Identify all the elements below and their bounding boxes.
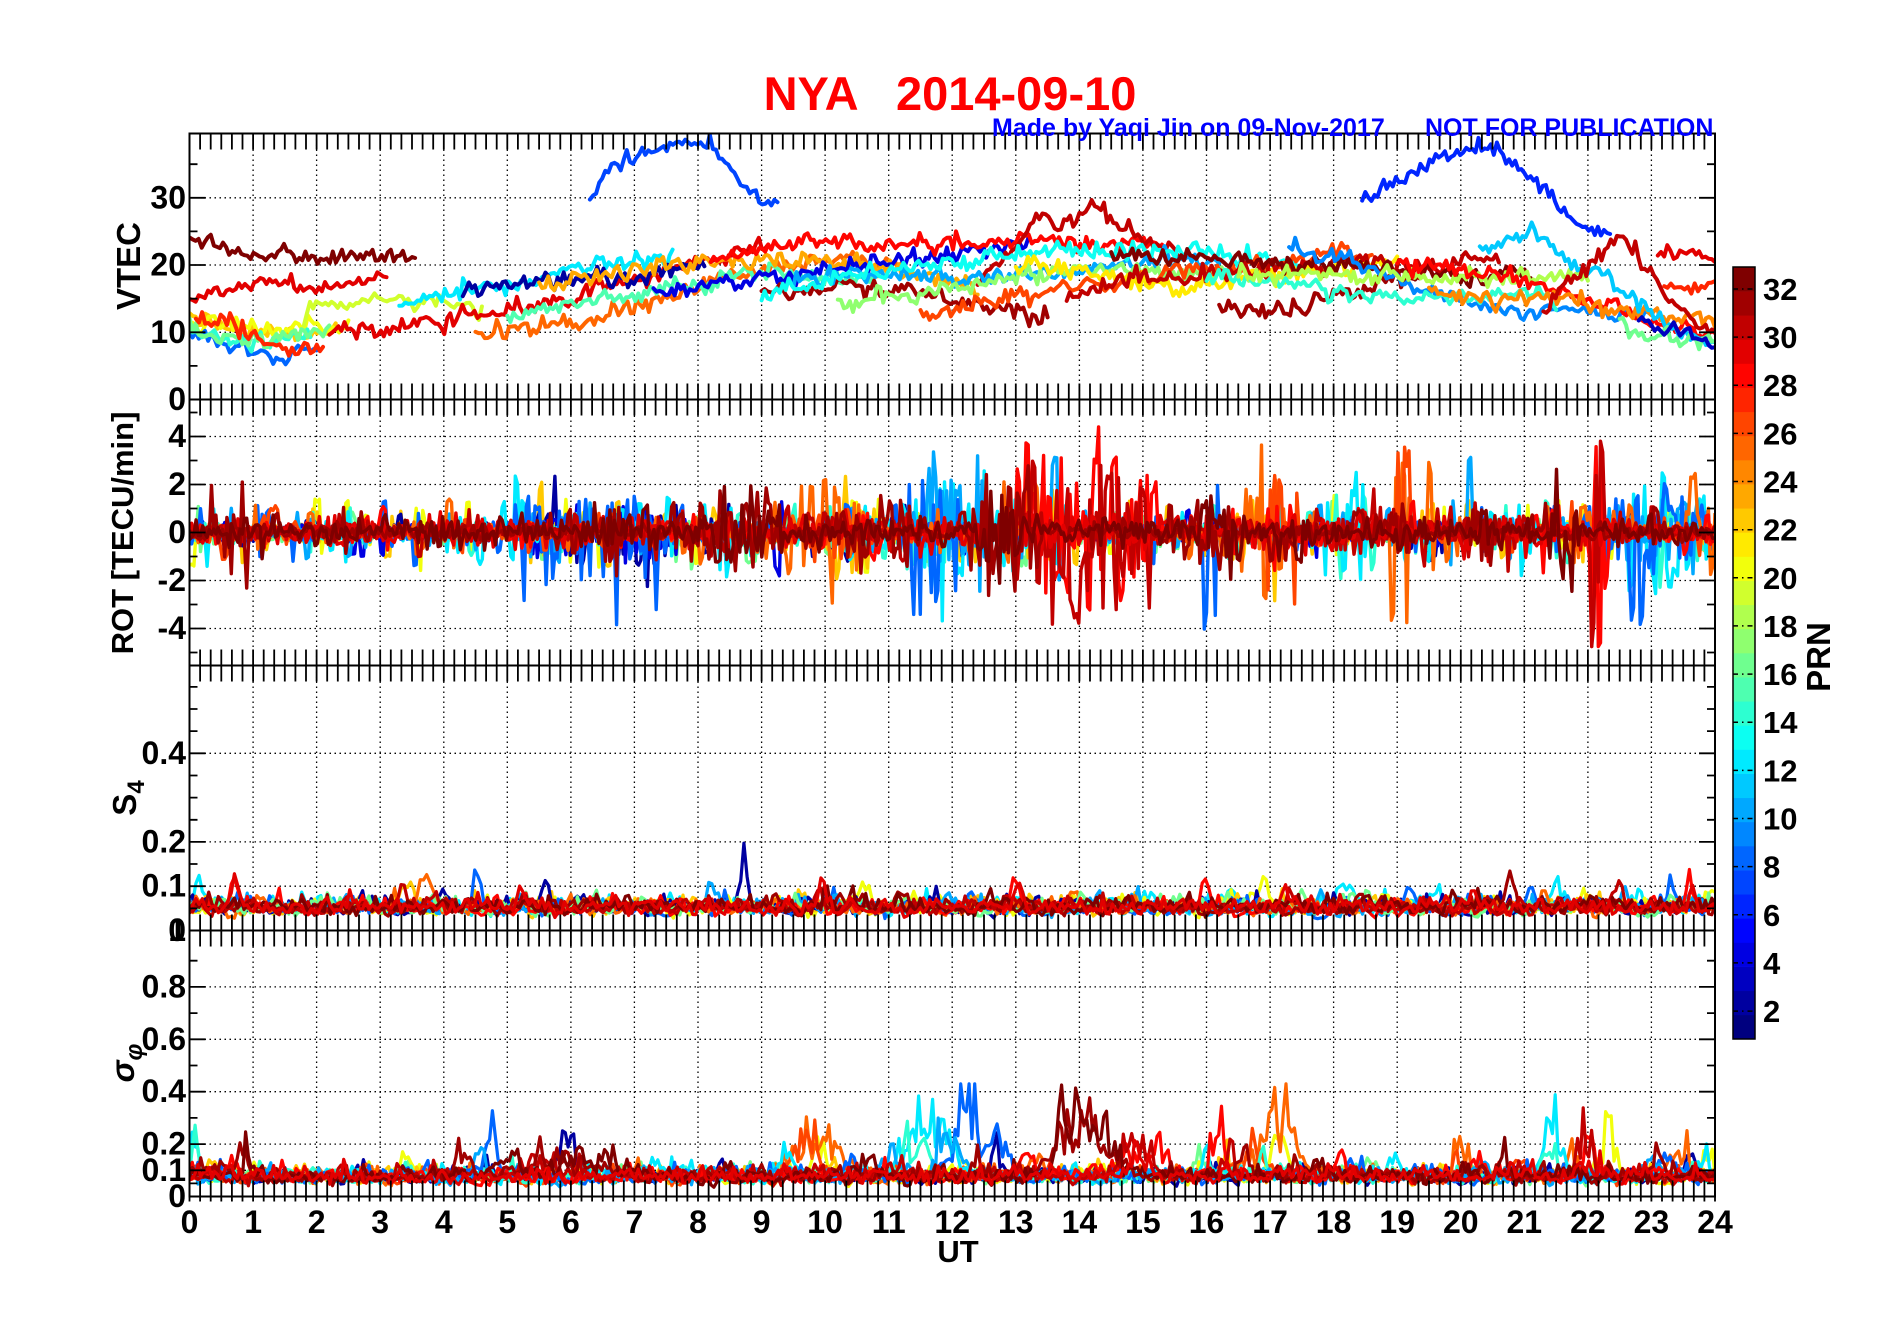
svg-text:20: 20 [1763, 561, 1797, 596]
svg-text:21: 21 [1507, 1204, 1543, 1240]
svg-text:0.1: 0.1 [142, 868, 186, 904]
svg-text:17: 17 [1252, 1204, 1288, 1240]
svg-text:19: 19 [1379, 1204, 1415, 1240]
svg-text:11: 11 [872, 1204, 906, 1240]
svg-text:-2: -2 [158, 562, 186, 598]
svg-text:0: 0 [168, 381, 186, 417]
svg-text:PRN: PRN [1800, 622, 1837, 692]
svg-text:10: 10 [807, 1204, 843, 1240]
svg-text:2: 2 [168, 466, 186, 502]
svg-text:0.4: 0.4 [142, 1073, 187, 1109]
svg-text:8: 8 [689, 1204, 707, 1240]
svg-text:0.6: 0.6 [142, 1021, 186, 1057]
svg-text:6: 6 [562, 1204, 580, 1240]
svg-text:0.1: 0.1 [142, 1152, 186, 1188]
svg-text:0: 0 [181, 1204, 199, 1240]
svg-text:4: 4 [168, 418, 186, 454]
svg-text:0.8: 0.8 [142, 968, 186, 1004]
svg-text:23: 23 [1634, 1204, 1670, 1240]
svg-text:14: 14 [1763, 705, 1798, 740]
svg-text:9: 9 [753, 1204, 771, 1240]
svg-text:16: 16 [1189, 1204, 1225, 1240]
svg-text:12: 12 [1763, 753, 1797, 788]
svg-text:ROT [TECU/min]: ROT [TECU/min] [105, 412, 140, 655]
svg-text:1: 1 [168, 912, 186, 948]
svg-text:1: 1 [244, 1204, 262, 1240]
svg-text:14: 14 [1062, 1204, 1098, 1240]
svg-text:0.2: 0.2 [142, 1126, 186, 1162]
svg-text:15: 15 [1125, 1204, 1161, 1240]
svg-text:0.2: 0.2 [142, 823, 186, 859]
svg-text:VTEC: VTEC [110, 222, 147, 310]
svg-text:20: 20 [150, 247, 186, 283]
svg-text:18: 18 [1763, 609, 1797, 644]
svg-text:12: 12 [934, 1204, 970, 1240]
svg-text:16: 16 [1763, 657, 1797, 692]
svg-text:20: 20 [1443, 1204, 1479, 1240]
svg-text:24: 24 [1763, 465, 1798, 500]
svg-text:10: 10 [150, 314, 186, 350]
svg-text:S4: S4 [106, 780, 150, 816]
svg-text:10: 10 [1763, 802, 1797, 837]
svg-text:4: 4 [1763, 946, 1781, 981]
svg-text:6: 6 [1763, 898, 1780, 933]
svg-text:Made by Yaqi Jin on 09-Nov-201: Made by Yaqi Jin on 09-Nov-2017 [992, 114, 1385, 142]
svg-text:0: 0 [168, 1178, 186, 1214]
svg-text:-4: -4 [158, 610, 187, 646]
svg-text:30: 30 [1763, 320, 1797, 355]
svg-text:2: 2 [1763, 994, 1780, 1029]
svg-text:32: 32 [1763, 272, 1797, 307]
svg-text:0: 0 [168, 912, 186, 948]
svg-text:0: 0 [168, 514, 186, 550]
svg-text:22: 22 [1763, 513, 1797, 548]
svg-text:26: 26 [1763, 416, 1797, 451]
svg-text:13: 13 [998, 1204, 1034, 1240]
svg-text:24: 24 [1697, 1204, 1733, 1240]
svg-text:NYA 2014-09-10: NYA 2014-09-10 [764, 67, 1137, 120]
svg-text:22: 22 [1570, 1204, 1606, 1240]
svg-text:30: 30 [150, 179, 186, 215]
svg-text:5: 5 [498, 1204, 516, 1240]
svg-text:3: 3 [371, 1204, 389, 1240]
svg-text:8: 8 [1763, 850, 1780, 885]
svg-text:18: 18 [1316, 1204, 1352, 1240]
svg-text:4: 4 [435, 1204, 453, 1240]
svg-text:2: 2 [308, 1204, 326, 1240]
svg-text:28: 28 [1763, 368, 1797, 403]
svg-text:UT: UT [937, 1234, 978, 1269]
svg-text:NOT FOR PUBLICATION: NOT FOR PUBLICATION [1425, 114, 1713, 142]
svg-text:0.4: 0.4 [142, 735, 187, 771]
svg-text:7: 7 [626, 1204, 644, 1240]
